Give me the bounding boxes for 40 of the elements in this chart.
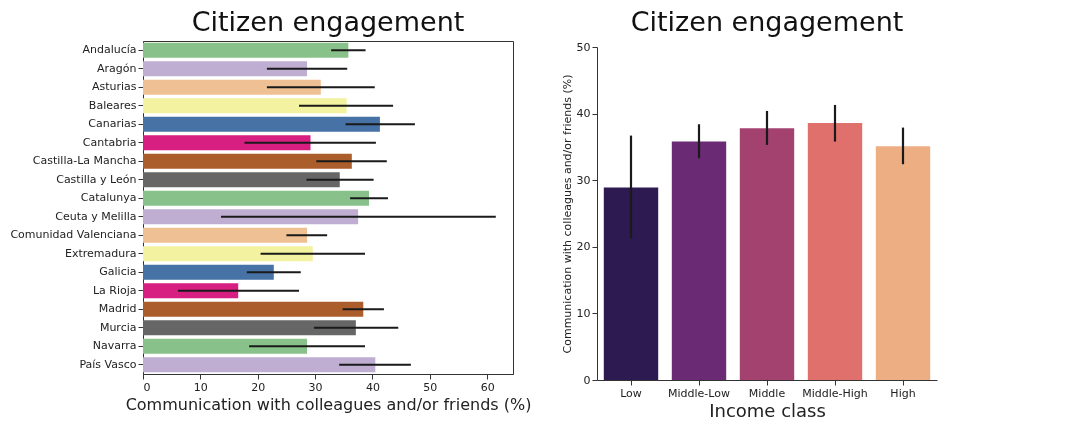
y-tick-label: Murcia — [99, 320, 137, 334]
y-tick-label: Comunidad Valenciana — [10, 228, 137, 242]
y-tick-label: Baleares — [88, 98, 137, 112]
y-tick-label: Castilla y León — [56, 172, 137, 186]
x-tick-label: 20 — [251, 380, 266, 394]
y-tick-label: Canarias — [88, 117, 137, 131]
y-tick-label: Castilla-La Mancha — [32, 154, 137, 168]
y-tick-label: Galicia — [99, 265, 137, 279]
y-tick-label: Cantabria — [82, 135, 137, 149]
y-tick-label: Navarra — [92, 339, 137, 353]
y-tick-label: Andalucía — [82, 43, 137, 57]
x-tick-label: 30 — [308, 380, 323, 394]
x-tick-label: Middle — [748, 386, 786, 400]
x-tick-label: Middle-High — [802, 386, 868, 400]
y-tick-label: 50 — [576, 40, 591, 54]
y-tick-label: Aragón — [97, 61, 137, 75]
chart-title: Citizen engagement — [630, 6, 904, 37]
y-tick-label: 10 — [576, 306, 591, 320]
x-tick-label: 50 — [423, 380, 438, 394]
x-axis-title: Communication with colleagues and/or friends (%) — [125, 394, 532, 414]
x-tick-label: Middle-Low — [668, 386, 730, 400]
y-tick-label: 30 — [576, 173, 591, 187]
y-tick-label: Ceuta y Melilla — [55, 209, 137, 223]
y-tick-label: Extremadura — [65, 246, 137, 260]
y-tick-label: Asturias — [91, 80, 137, 94]
x-tick-label: High — [890, 386, 916, 400]
x-tick-label: 60 — [480, 380, 495, 394]
x-tick-label: Low — [620, 386, 642, 400]
y-axis-title: Communication with colleagues and/or friends (%) — [560, 74, 574, 354]
x-tick-label: 10 — [193, 380, 208, 394]
y-tick-label: 40 — [576, 107, 591, 121]
x-axis-title: Income class — [709, 399, 826, 421]
y-tick-label: La Rioja — [92, 283, 137, 297]
y-tick-label: Madrid — [98, 302, 137, 316]
chart-title: Citizen engagement — [191, 6, 465, 37]
y-tick-label: País Vasco — [79, 357, 137, 371]
x-tick-label: 40 — [365, 380, 380, 394]
x-tick-label: 0 — [143, 380, 151, 394]
y-tick-label: Catalunya — [80, 191, 137, 205]
y-tick-label: 20 — [576, 240, 591, 254]
